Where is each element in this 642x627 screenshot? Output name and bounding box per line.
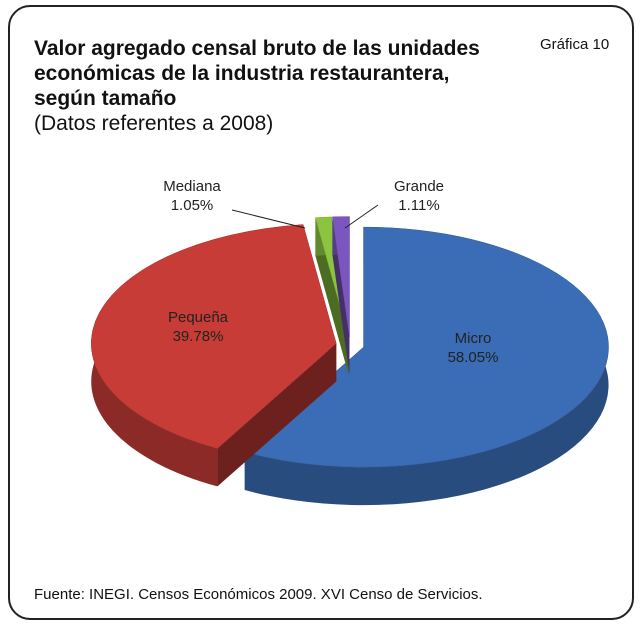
leader-line [344, 204, 379, 229]
slice-value-label: 1.05% [171, 197, 214, 214]
slice-value-label: 1.11% [398, 197, 439, 214]
slice [90, 224, 337, 487]
slice-top [332, 216, 350, 337]
source: Fuente: INEGI. Censos Económicos 2009. X… [34, 586, 483, 603]
frame [8, 5, 634, 620]
slice-value-label: 39.78% [173, 328, 224, 345]
slice-top [244, 226, 609, 468]
slice-side [244, 227, 609, 506]
chart-number: Gráfica 10 [540, 36, 610, 53]
chart-subtitle: (Datos referentes a 2008) [34, 112, 274, 135]
slice-label: Pequeña [168, 309, 229, 326]
slice [332, 216, 350, 375]
slice-label: Micro [455, 330, 492, 347]
slice-wall [332, 216, 350, 375]
slice-top [90, 224, 337, 449]
slice-label: Mediana [163, 178, 221, 195]
slice-value-label: 58.05% [448, 349, 499, 366]
slice-wall [217, 343, 337, 487]
leader-line [231, 209, 306, 229]
slice-wall [315, 217, 349, 375]
slice-label: Grande [394, 178, 444, 195]
chart-title: Valor agregado censal bruto de las unida… [34, 37, 480, 110]
